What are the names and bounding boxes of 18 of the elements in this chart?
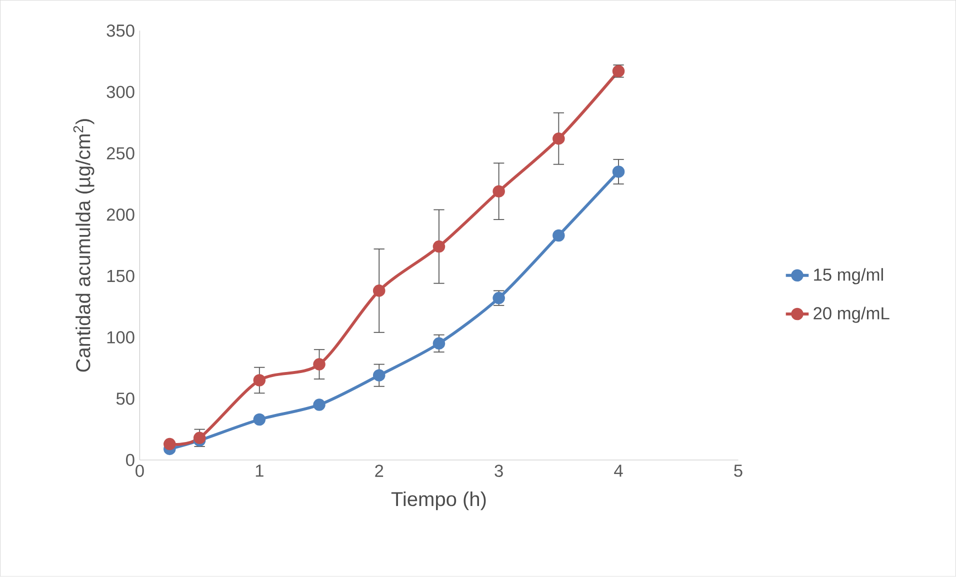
x-tick-label: 5 — [734, 464, 742, 477]
y-tick-label: 150 — [107, 270, 134, 282]
y-tick-label: 250 — [106, 147, 134, 160]
y-tick-label: 350 — [106, 24, 134, 37]
y-tick-label: 200 — [106, 208, 134, 221]
x-axis-title: Tiempo (h) — [391, 492, 486, 510]
y-tick-label: 50 — [116, 392, 134, 405]
x-tick-label: 1 — [256, 464, 264, 477]
y-tick-label: 300 — [106, 86, 134, 98]
y-tick-label: 100 — [107, 331, 134, 344]
x-tick-label: 4 — [614, 464, 623, 477]
legend-label: 15 mg/ml — [814, 268, 883, 284]
x-tick-label: 3 — [494, 464, 503, 478]
x-tick-label: 2 — [375, 464, 384, 477]
legend-label: 20 mg/mL — [814, 306, 890, 324]
y-axis-title: Cantidad acumulda (µg/cm$^{2}$) — [73, 119, 94, 372]
x-tick-label: 0 — [136, 464, 144, 478]
y-tick-label: 0 — [126, 454, 134, 466]
